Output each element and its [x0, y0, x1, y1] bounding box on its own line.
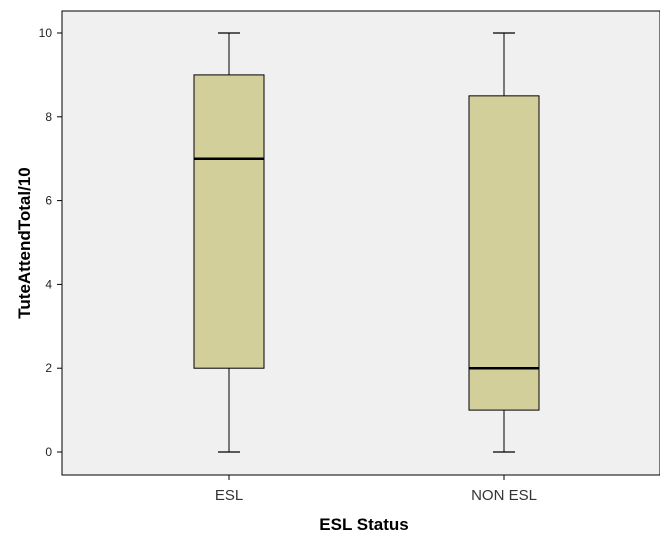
boxes: [193, 32, 540, 453]
y-tick-label: 0: [45, 445, 52, 459]
y-tick-label: 2: [45, 361, 52, 375]
x-axis: ESL NON ESL: [215, 475, 537, 504]
y-axis: 0 2 4 6 8 10: [39, 26, 62, 459]
plot-area: [61, 10, 660, 476]
iqr-box: [468, 95, 540, 411]
y-axis-title: TuteAttendTotal/10: [15, 167, 34, 318]
y-tick-label: 4: [45, 277, 52, 291]
iqr-box: [193, 74, 265, 369]
x-tick-label: ESL: [215, 487, 243, 504]
x-tick-label: NON ESL: [471, 487, 537, 504]
y-tick-label: 10: [39, 26, 53, 40]
y-tick-label: 8: [45, 110, 52, 124]
y-tick-label: 6: [45, 194, 52, 208]
x-axis-title: ESL Status: [319, 515, 408, 534]
